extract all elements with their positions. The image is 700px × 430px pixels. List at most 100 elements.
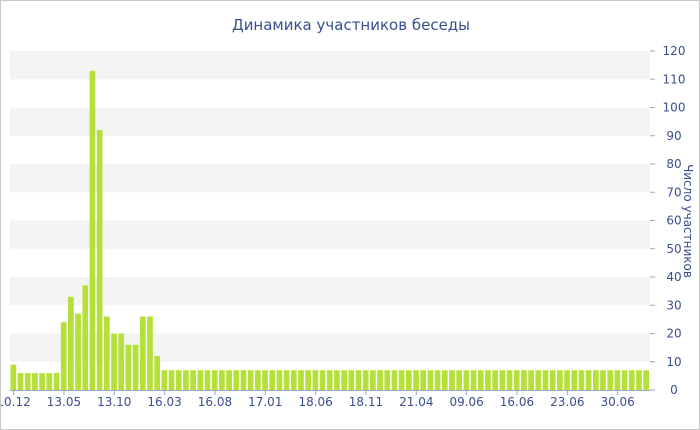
- bar: [219, 370, 225, 390]
- bar: [111, 333, 117, 390]
- bar: [334, 370, 340, 390]
- y-axis-label: Число участников: [681, 164, 695, 278]
- bar: [39, 373, 45, 390]
- bar: [406, 370, 412, 390]
- bar: [276, 370, 283, 390]
- bar: [82, 285, 89, 390]
- bar: [456, 370, 463, 390]
- bar: [262, 370, 268, 390]
- bar: [341, 370, 347, 390]
- x-tick-label: 21.04: [399, 395, 433, 409]
- bar: [564, 370, 570, 390]
- bar: [103, 316, 110, 390]
- x-tick-label: 18.06: [298, 395, 332, 409]
- grid-band: [10, 107, 650, 136]
- bar: [542, 370, 549, 390]
- x-axis-ticks: 10.12 13.05 13.10 16.03 16.08 17.01 18.06 18.11…: [1, 390, 650, 409]
- y-tick-label: 70: [666, 185, 681, 199]
- bar: [60, 322, 67, 390]
- bar: [470, 370, 477, 390]
- y-tick-label: 0: [670, 383, 678, 397]
- bar: [441, 370, 448, 390]
- y-tick-label: 120: [663, 44, 686, 58]
- bar: [139, 316, 146, 390]
- chart-title: Динамика участников беседы: [232, 16, 470, 34]
- bar: [499, 370, 506, 390]
- bar: [434, 370, 441, 390]
- grid-band: [10, 220, 650, 249]
- bar: [269, 370, 276, 390]
- y-tick-label: 80: [666, 157, 681, 171]
- bar: [197, 370, 204, 390]
- bar: [420, 370, 427, 390]
- y-tick-label: 40: [666, 270, 681, 284]
- bar: [607, 370, 614, 390]
- bar: [614, 370, 621, 390]
- y-tick-label: 90: [666, 129, 681, 143]
- x-tick-label: 13.10: [97, 395, 131, 409]
- bar: [32, 373, 38, 390]
- grid-band: [10, 277, 650, 306]
- bar: [600, 370, 606, 390]
- bar: [398, 370, 405, 390]
- bar: [312, 370, 319, 390]
- y-tick-label: 30: [666, 298, 681, 312]
- y-tick-label: 10: [666, 355, 681, 369]
- bar: [585, 370, 592, 390]
- bar: [89, 70, 96, 391]
- bar: [463, 370, 470, 390]
- bar: [283, 370, 290, 390]
- bar: [621, 370, 628, 390]
- x-tick-label: 16.08: [198, 395, 232, 409]
- bar: [391, 370, 398, 390]
- bar: [643, 370, 649, 390]
- y-tick-label: 100: [663, 101, 686, 115]
- y-axis-ticks: 0 10 20 30 40 50 60 70 80 90 100 110 120: [650, 44, 685, 397]
- bar: [75, 313, 81, 390]
- bar-series: [10, 70, 649, 391]
- y-tick-label: 50: [666, 242, 681, 256]
- bar: [190, 370, 196, 390]
- bar: [168, 370, 175, 390]
- x-tick-label: 16.06: [500, 395, 534, 409]
- bar: [370, 370, 376, 390]
- y-tick-label: 60: [666, 214, 681, 228]
- bar: [506, 370, 513, 390]
- bar: [68, 296, 74, 390]
- bar: [226, 370, 232, 390]
- bar: [305, 370, 312, 390]
- x-tick-label: 16.03: [147, 395, 181, 409]
- grid-bands: [10, 51, 650, 362]
- x-tick-label: 13.05: [47, 395, 81, 409]
- x-tick-label: 18.11: [349, 395, 383, 409]
- bar: [46, 373, 53, 390]
- bar: [10, 364, 17, 390]
- bar: [477, 370, 484, 390]
- bar: [125, 344, 132, 390]
- bar: [132, 344, 139, 390]
- bar: [319, 370, 326, 390]
- x-tick-label: 09.06: [449, 395, 483, 409]
- y-tick-label: 110: [663, 72, 686, 86]
- bar: [521, 370, 527, 390]
- bar: [254, 370, 261, 390]
- bar: [528, 370, 534, 390]
- bar: [377, 370, 383, 390]
- bar: [233, 370, 240, 390]
- bar: [513, 370, 520, 390]
- bar: [96, 130, 103, 390]
- bar: [384, 370, 391, 390]
- bar: [362, 370, 369, 390]
- bar: [17, 373, 24, 390]
- bar: [492, 370, 498, 390]
- bar: [53, 373, 60, 390]
- bar: [147, 316, 153, 390]
- x-tick-label: 23.06: [550, 395, 584, 409]
- bar: [636, 370, 642, 390]
- bar: [413, 370, 419, 390]
- bar: [592, 370, 599, 390]
- bar: [211, 370, 218, 390]
- x-tick-label: 10.12: [1, 395, 31, 409]
